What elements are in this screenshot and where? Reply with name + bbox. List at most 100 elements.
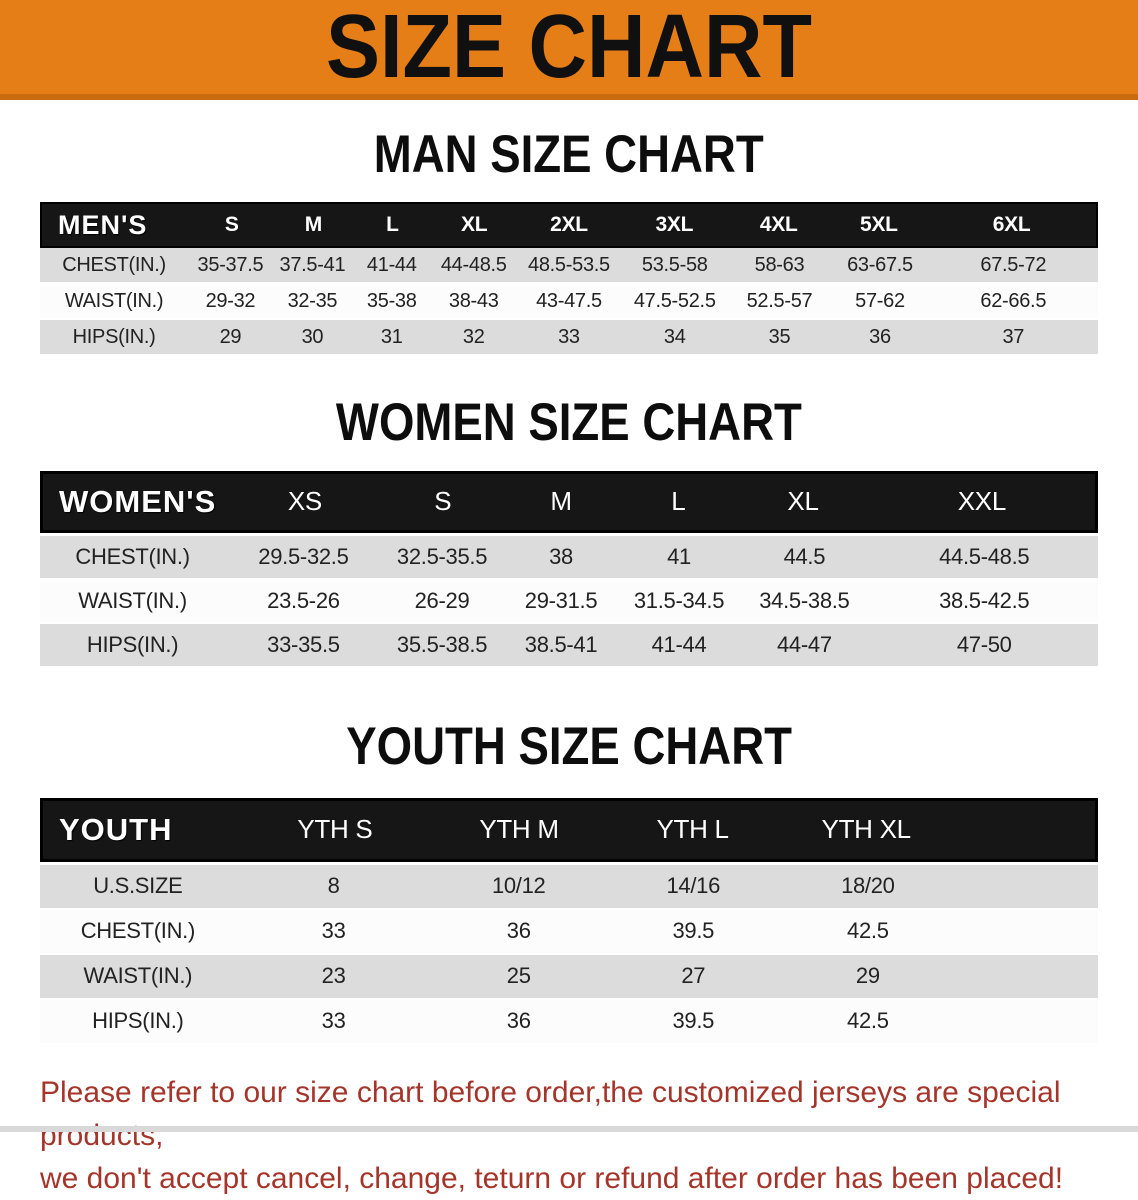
youth-size-table: YOUTH YTH S YTH M YTH L YTH XL U.S.SIZE 8 10/12… — [40, 797, 1098, 1043]
size-value-cell: 33 — [558, 325, 580, 348]
row-label: HIPS(IN.) — [86, 631, 179, 657]
size-value-cell: 53.5-58 — [641, 253, 708, 276]
women-table-row: HIPS(IN.) 33-35.5 35.5-38.5 38.5-41 41-44 44-… — [40, 623, 1098, 666]
column-header-xl: XL — [787, 486, 819, 517]
row-label: CHEST(IN.) — [62, 253, 166, 276]
men-size-table: MEN'S S M L XL 2XL 3XL 4XL 5XL 6XL CHEST(IN.) 35-37… — [40, 202, 1098, 355]
size-value-cell: 10/12 — [491, 873, 546, 899]
column-header-l: L — [671, 486, 686, 517]
column-header-3xl: 3XL — [655, 213, 694, 237]
column-header-5xl: 5XL — [859, 213, 898, 237]
size-value-cell: 32 — [462, 325, 485, 348]
size-value-cell: 43-47.5 — [536, 289, 602, 312]
size-value-cell: 38-43 — [448, 289, 499, 312]
size-value-cell: 42.5 — [847, 1008, 889, 1034]
size-value-cell: 33 — [321, 1008, 346, 1034]
youth-chart-heading: YOUTH SIZE CHART — [0, 716, 1138, 776]
women-table-row: CHEST(IN.) 29.5-32.5 32.5-35.5 38 41 44.5 44.5… — [40, 535, 1098, 578]
size-value-cell: 41-44 — [651, 631, 707, 657]
size-value-cell: 32.5-35.5 — [396, 543, 488, 569]
size-value-cell: 44.5 — [783, 543, 826, 569]
column-header-2xl: 2XL — [550, 213, 588, 237]
size-value-cell: 38.5-41 — [524, 631, 598, 657]
order-note: Please refer to our size chart before or… — [40, 1071, 1138, 1200]
women-chart-heading: WOMEN SIZE CHART — [0, 393, 1138, 453]
size-value-cell: 41 — [667, 543, 691, 569]
youth-table-row: CHEST(IN.) 33 36 39.5 42.5 — [40, 909, 1098, 953]
size-value-cell: 67.5-72 — [980, 253, 1047, 276]
size-value-cell: 34 — [663, 325, 686, 348]
size-value-cell: 39.5 — [672, 1008, 715, 1034]
size-value-cell: 29 — [855, 963, 880, 989]
size-value-cell: 18/20 — [841, 873, 895, 899]
size-value-cell: 37.5-41 — [279, 253, 346, 276]
size-value-cell: 44-47 — [776, 631, 832, 657]
size-value-cell: 44.5-48.5 — [939, 543, 1030, 569]
size-value-cell: 33 — [321, 918, 346, 944]
order-note-line-2: we don't accept cancel, change, teturn o… — [40, 1161, 1064, 1195]
size-value-cell: 35 — [768, 325, 791, 348]
column-header-s: S — [434, 486, 452, 517]
size-chart-banner: SIZE CHART — [0, 0, 1138, 100]
size-value-cell: 25 — [506, 963, 531, 989]
size-value-cell: 27 — [681, 963, 706, 989]
size-value-cell: 37 — [1002, 325, 1025, 348]
row-label: WAIST(IN.) — [64, 289, 164, 312]
men-table-row: WAIST(IN.) 29-32 32-35 35-38 38-43 43-47.5 47.… — [40, 284, 1098, 319]
column-header-m: M — [304, 213, 323, 237]
size-value-cell: 23 — [321, 963, 346, 989]
size-value-cell: 33-35.5 — [267, 631, 340, 657]
column-header-6xl: 6XL — [992, 213, 1031, 237]
men-table-title: MEN'S — [58, 209, 148, 240]
youth-table-row: HIPS(IN.) 33 36 39.5 42.5 — [40, 999, 1098, 1043]
size-value-cell: 47.5-52.5 — [633, 289, 716, 312]
women-table-header: WOMEN'S XS S M L XL XXL — [40, 470, 1098, 533]
column-header-yth-s: YTH S — [297, 814, 373, 845]
youth-size-section: YOUTH SIZE CHART YOUTH YTH S YTH M YTH L YTH… — [0, 716, 1138, 1043]
size-value-cell: 42.5 — [847, 918, 889, 944]
size-value-cell: 32-35 — [287, 289, 338, 312]
row-label: WAIST(IN.) — [83, 963, 193, 989]
size-value-cell: 8 — [327, 873, 340, 899]
column-header-yth-xl: YTH XL — [821, 814, 912, 845]
bottom-edge-strip — [0, 1126, 1138, 1132]
youth-table-header: YOUTH YTH S YTH M YTH L YTH XL — [40, 797, 1098, 862]
row-label: WAIST(IN.) — [78, 587, 187, 613]
row-filler — [955, 955, 1098, 998]
size-value-cell: 63-67.5 — [847, 253, 913, 276]
column-header-yth-l: YTH L — [656, 814, 729, 845]
youth-table-row: WAIST(IN.) 23 25 27 29 — [40, 954, 1098, 998]
youth-chart-heading-text: YOUTH SIZE CHART — [346, 716, 792, 776]
size-value-cell: 14/16 — [666, 873, 721, 899]
men-table-row: CHEST(IN.) 35-37.5 37.5-41 41-44 44-48.5 48.5… — [40, 248, 1098, 283]
size-value-cell: 35-38 — [366, 289, 417, 312]
size-value-cell: 48.5-53.5 — [528, 253, 610, 276]
size-value-cell: 31.5-34.5 — [633, 587, 725, 613]
size-value-cell: 36 — [506, 918, 531, 944]
size-value-cell: 36 — [506, 1008, 531, 1034]
size-value-cell: 35.5-38.5 — [396, 631, 488, 657]
size-value-cell: 29 — [219, 325, 242, 348]
size-value-cell: 38.5-42.5 — [939, 587, 1030, 613]
men-chart-heading: MAN SIZE CHART — [0, 125, 1138, 184]
row-label: U.S.SIZE — [93, 873, 183, 899]
column-header-xxl: XXL — [957, 486, 1007, 517]
size-value-cell: 29-31.5 — [524, 587, 598, 613]
column-header-xl: XL — [460, 213, 488, 237]
size-value-cell: 34.5-38.5 — [759, 587, 850, 613]
women-size-table: WOMEN'S XS S M L XL XXL CHEST(IN.) 29.5-32.5 32.5… — [40, 470, 1098, 666]
size-value-cell: 39.5 — [672, 918, 715, 944]
size-value-cell: 57-62 — [855, 289, 905, 312]
youth-table-title: YOUTH — [59, 811, 173, 847]
column-header-xs: XS — [287, 486, 322, 517]
row-filler — [955, 865, 1098, 908]
women-table-title: WOMEN'S — [59, 483, 217, 519]
women-chart-heading-text: WOMEN SIZE CHART — [336, 393, 802, 453]
row-filler — [955, 910, 1098, 953]
size-value-cell: 31 — [380, 325, 403, 348]
column-header-s: S — [224, 213, 239, 237]
row-label: HIPS(IN.) — [72, 325, 156, 348]
size-value-cell: 29-32 — [205, 289, 256, 312]
size-value-cell: 47-50 — [956, 631, 1012, 657]
men-size-section: MAN SIZE CHART MEN'S S M L XL 2XL 3XL 4XL 5XL 6XL… — [0, 125, 1138, 355]
